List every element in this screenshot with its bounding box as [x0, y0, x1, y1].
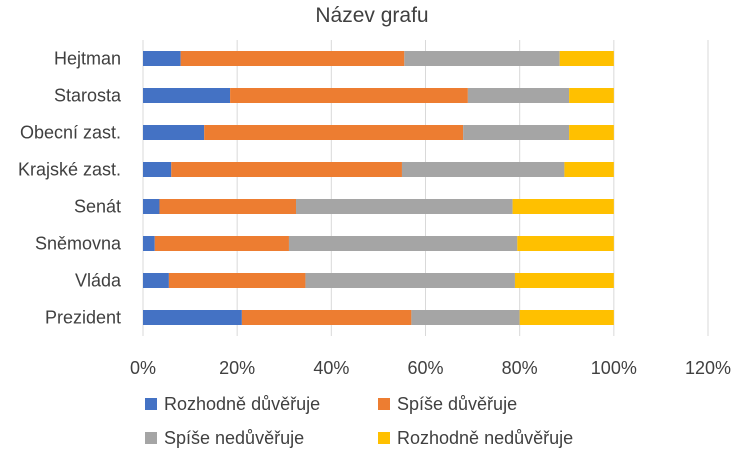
x-tick-label: 40% — [313, 358, 349, 378]
bar-segment — [514, 273, 614, 288]
legend-label: Spíše důvěřuje — [397, 394, 517, 414]
bar-segment — [143, 273, 169, 288]
bar-segment — [143, 236, 155, 251]
x-tick-label: 20% — [219, 358, 255, 378]
bar-segment — [517, 236, 614, 251]
category-label: Sněmovna — [35, 234, 122, 254]
bar-segment — [559, 51, 614, 66]
bar-segment — [171, 162, 402, 177]
bar-segment — [241, 310, 412, 325]
legend-label: Rozhodně nedůvěřuje — [397, 428, 573, 448]
bar-segment — [519, 310, 614, 325]
legend-label: Rozhodně důvěřuje — [164, 394, 320, 414]
x-tick-label: 60% — [407, 358, 443, 378]
bar-segment — [467, 88, 570, 103]
bar-segment — [143, 199, 160, 214]
category-label: Prezident — [45, 308, 121, 328]
bar-segment — [143, 88, 231, 103]
category-label: Krajské zast. — [18, 160, 121, 180]
x-tick-labels: 0% 20% 40% 60% 80% 100% 120% — [130, 358, 731, 378]
x-tick-label: 0% — [130, 358, 156, 378]
x-tick-label: 100% — [591, 358, 637, 378]
bar-segment — [180, 51, 405, 66]
bar-segment — [143, 162, 172, 177]
bar-segment — [143, 310, 242, 325]
bars — [143, 51, 614, 325]
bar-segment — [404, 51, 560, 66]
legend-swatch — [378, 398, 390, 410]
category-label: Hejtman — [54, 49, 121, 69]
category-label: Obecní zast. — [20, 123, 121, 143]
bar-segment — [143, 51, 181, 66]
legend: Rozhodně důvěřuje Spíše důvěřuje Spíše ned… — [145, 394, 573, 448]
bar-segment — [569, 125, 614, 140]
bar-segment — [159, 199, 297, 214]
bar-segment — [463, 125, 570, 140]
legend-label: Spíše nedůvěřuje — [164, 428, 304, 448]
gridlines — [142, 40, 709, 336]
bar-segment — [204, 125, 464, 140]
category-labels: Hejtman Starosta Obecní zast. Krajské zast.… — [18, 49, 122, 328]
bar-segment — [230, 88, 468, 103]
bar-segment — [569, 88, 614, 103]
category-label: Vláda — [75, 271, 122, 291]
x-tick-label: 120% — [685, 358, 731, 378]
bar-segment — [288, 236, 518, 251]
legend-swatch — [145, 398, 157, 410]
bar-segment — [401, 162, 565, 177]
legend-swatch — [378, 432, 390, 444]
bar-segment — [305, 273, 515, 288]
bar-segment — [143, 125, 205, 140]
chart-title: Název grafu — [315, 4, 428, 27]
bar-segment — [168, 273, 306, 288]
bar-segment — [296, 199, 513, 214]
category-label: Senát — [74, 197, 121, 217]
x-tick-label: 80% — [502, 358, 538, 378]
legend-swatch — [145, 432, 157, 444]
bar-segment — [154, 236, 289, 251]
bar-segment — [564, 162, 614, 177]
bar-segment — [411, 310, 520, 325]
bar-segment — [512, 199, 614, 214]
category-label: Starosta — [54, 86, 122, 106]
